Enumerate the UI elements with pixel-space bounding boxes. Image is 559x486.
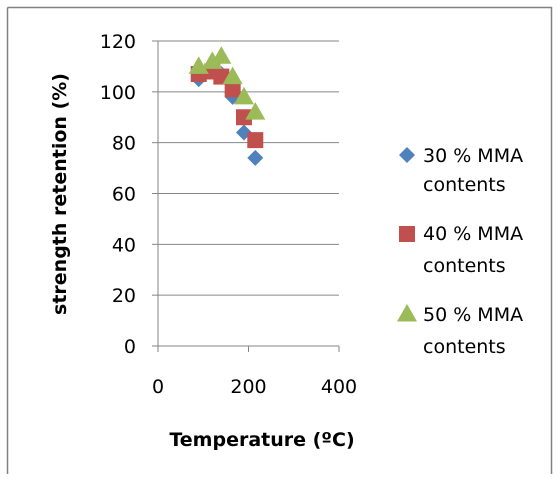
y-tick-label: 80 [112,133,136,155]
legend-label-30-line1: 30 % MMA [423,145,523,167]
x-tick-label: 200 [230,376,266,398]
x-tick-labels: 0 200 400 [152,376,357,398]
data-point-triangle [245,102,266,120]
legend-label-50-line2: contents [423,336,506,358]
legend-marker-shape [399,147,415,163]
y-tick-label: 60 [112,184,136,206]
grid-lines [158,40,339,296]
legend-label-50-line1: 50 % MMA [423,304,523,326]
data-point-square [247,132,264,149]
legend-label-40-line1: 40 % MMA [423,223,523,245]
data-points [188,46,266,166]
chart-border [6,6,553,474]
x-tick-label: 400 [321,376,357,398]
data-point-square [224,81,241,98]
data-point-square [235,109,252,126]
legend-item-30: 30 % MMA contents [399,145,523,196]
x-tick-label: 0 [152,376,164,398]
data-point-triangle [202,51,223,69]
series-2 [188,46,266,120]
legend-item-50: 50 % MMA contents [397,304,523,358]
legend-marker-square [399,226,415,242]
y-tick-label: 0 [124,336,136,358]
axes [152,40,340,352]
y-axis-title: strength retention (%) [49,73,71,315]
legend-label-40-line2: contents [423,255,506,277]
legend-label-30-line2: contents [423,174,506,196]
data-point-triangle [233,86,254,105]
legend-marker-shape [399,226,415,242]
y-tick-label: 40 [112,234,136,256]
legend-marker-shape [397,304,417,322]
series-1 [190,63,264,149]
data-point-triangle [188,56,209,74]
legend: 30 % MMA contents 40 % MMA contents 50 %… [397,145,523,358]
data-point-diamond [247,149,264,166]
legend-marker-diamond [399,147,415,163]
legend-item-40: 40 % MMA contents [399,223,523,277]
y-tick-label: 20 [112,285,136,307]
data-point-triangle [222,66,243,85]
y-tick-label: 120 [100,31,136,53]
legend-marker-triangle [397,304,417,322]
y-tick-label: 100 [100,82,136,104]
x-axis-title: Temperature (ºC) [169,429,354,451]
y-tick-labels: 0 20 40 60 80 100 120 [100,31,136,358]
data-point-triangle [211,46,232,64]
